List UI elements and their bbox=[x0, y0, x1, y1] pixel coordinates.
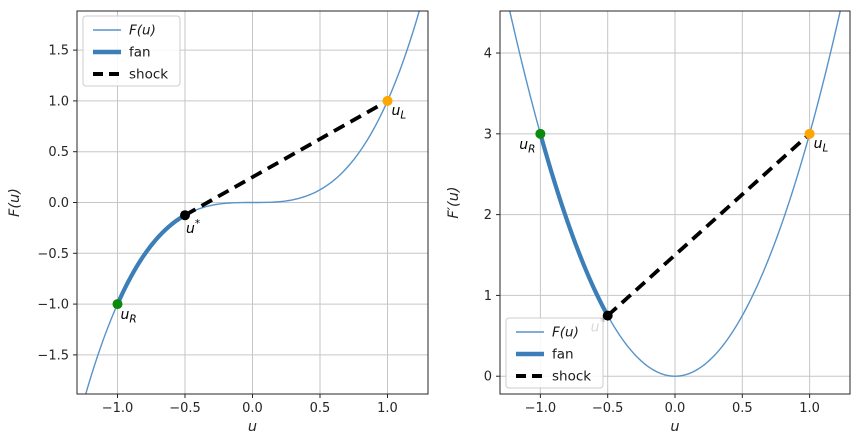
series-fan bbox=[538, 131, 610, 318]
legend-label-fan: fan bbox=[129, 45, 151, 61]
x-tick-label: 0.5 bbox=[732, 401, 753, 416]
y-tick-label: −1.0 bbox=[37, 298, 69, 313]
series-layer bbox=[85, 11, 420, 394]
x-tick-label: 0.5 bbox=[310, 401, 331, 416]
x-tick-label: −0.5 bbox=[169, 401, 201, 416]
y-tick-label: 1 bbox=[484, 289, 492, 304]
x-tick-label: −1.0 bbox=[525, 401, 557, 416]
x-tick-label: −0.5 bbox=[592, 401, 624, 416]
x-axis-label: u bbox=[670, 419, 679, 435]
point-u_R bbox=[112, 299, 123, 310]
series-shock bbox=[184, 99, 389, 217]
legend-label-shock: shock bbox=[552, 369, 591, 385]
y-tick-label: 1.5 bbox=[48, 44, 69, 59]
y-tick-label: 4 bbox=[484, 47, 492, 62]
x-tick-label: 1.0 bbox=[377, 401, 398, 416]
point-u_L bbox=[804, 128, 815, 139]
y-tick-label: 0.5 bbox=[48, 145, 69, 160]
point-u_star bbox=[602, 310, 613, 321]
y-tick-label: 1.0 bbox=[48, 94, 69, 109]
y-axis-label: F′(u) bbox=[446, 186, 462, 218]
point-label-u_R: uR bbox=[519, 137, 535, 156]
y-tick-label: −1.5 bbox=[37, 348, 69, 363]
legend-label-fan: fan bbox=[552, 347, 574, 363]
y-tick-label: 0 bbox=[484, 370, 492, 385]
point-u_star bbox=[180, 210, 190, 221]
x-tick-label: −1.0 bbox=[102, 401, 134, 416]
legend-label-shock: shock bbox=[129, 67, 168, 83]
series-shock bbox=[606, 132, 811, 318]
point-label-u_R: uR bbox=[121, 307, 137, 326]
legend-label-speed-curve: F(u) bbox=[552, 325, 579, 341]
point-u_L bbox=[382, 95, 393, 106]
y-tick-label: −0.5 bbox=[37, 247, 69, 262]
point-label-u_L: uL bbox=[814, 136, 829, 155]
point-label-u_star: u* bbox=[186, 218, 200, 237]
y-tick-label: 2 bbox=[484, 208, 492, 223]
y-tick-label: 0.0 bbox=[48, 196, 69, 211]
y-axis-label: F(u) bbox=[7, 188, 23, 217]
legend-box bbox=[82, 15, 181, 87]
y-tick-label: 3 bbox=[484, 127, 492, 142]
legend: F(u) fan shock bbox=[82, 15, 181, 87]
x-tick-label: 0.0 bbox=[665, 401, 686, 416]
x-tick-label: 0.0 bbox=[242, 401, 263, 416]
series-fan bbox=[115, 213, 188, 307]
x-axis-label: u bbox=[248, 419, 257, 435]
point-u_R bbox=[535, 128, 546, 139]
characteristic-speed-plot: −1.0−0.50.00.51.001234uF′(u)uRuLu*F(u)fa… bbox=[446, 10, 851, 435]
grid bbox=[500, 11, 850, 394]
legend-box bbox=[505, 317, 604, 389]
points: uL uR u* bbox=[112, 95, 407, 326]
legend: F(u) fan shock bbox=[505, 317, 604, 389]
flux-plot: −1.0 −0.5 0.0 0.5 1.0 −1.5 −1.0 −0.5 0.0 0.5 1.0 1.… bbox=[7, 10, 429, 435]
x-tick-label: 1.0 bbox=[799, 401, 820, 416]
ticks: −1.0 −0.5 0.0 0.5 1.0 0 1 2 3 4 bbox=[484, 47, 820, 416]
series-layer bbox=[509, 11, 841, 377]
point-label-u_L: uL bbox=[392, 103, 407, 122]
legend-label-flux-curve: F(u) bbox=[129, 23, 156, 39]
ticks: −1.0 −0.5 0.0 0.5 1.0 −1.5 −1.0 −0.5 0.0 0.5 1.0 1.… bbox=[37, 44, 397, 416]
